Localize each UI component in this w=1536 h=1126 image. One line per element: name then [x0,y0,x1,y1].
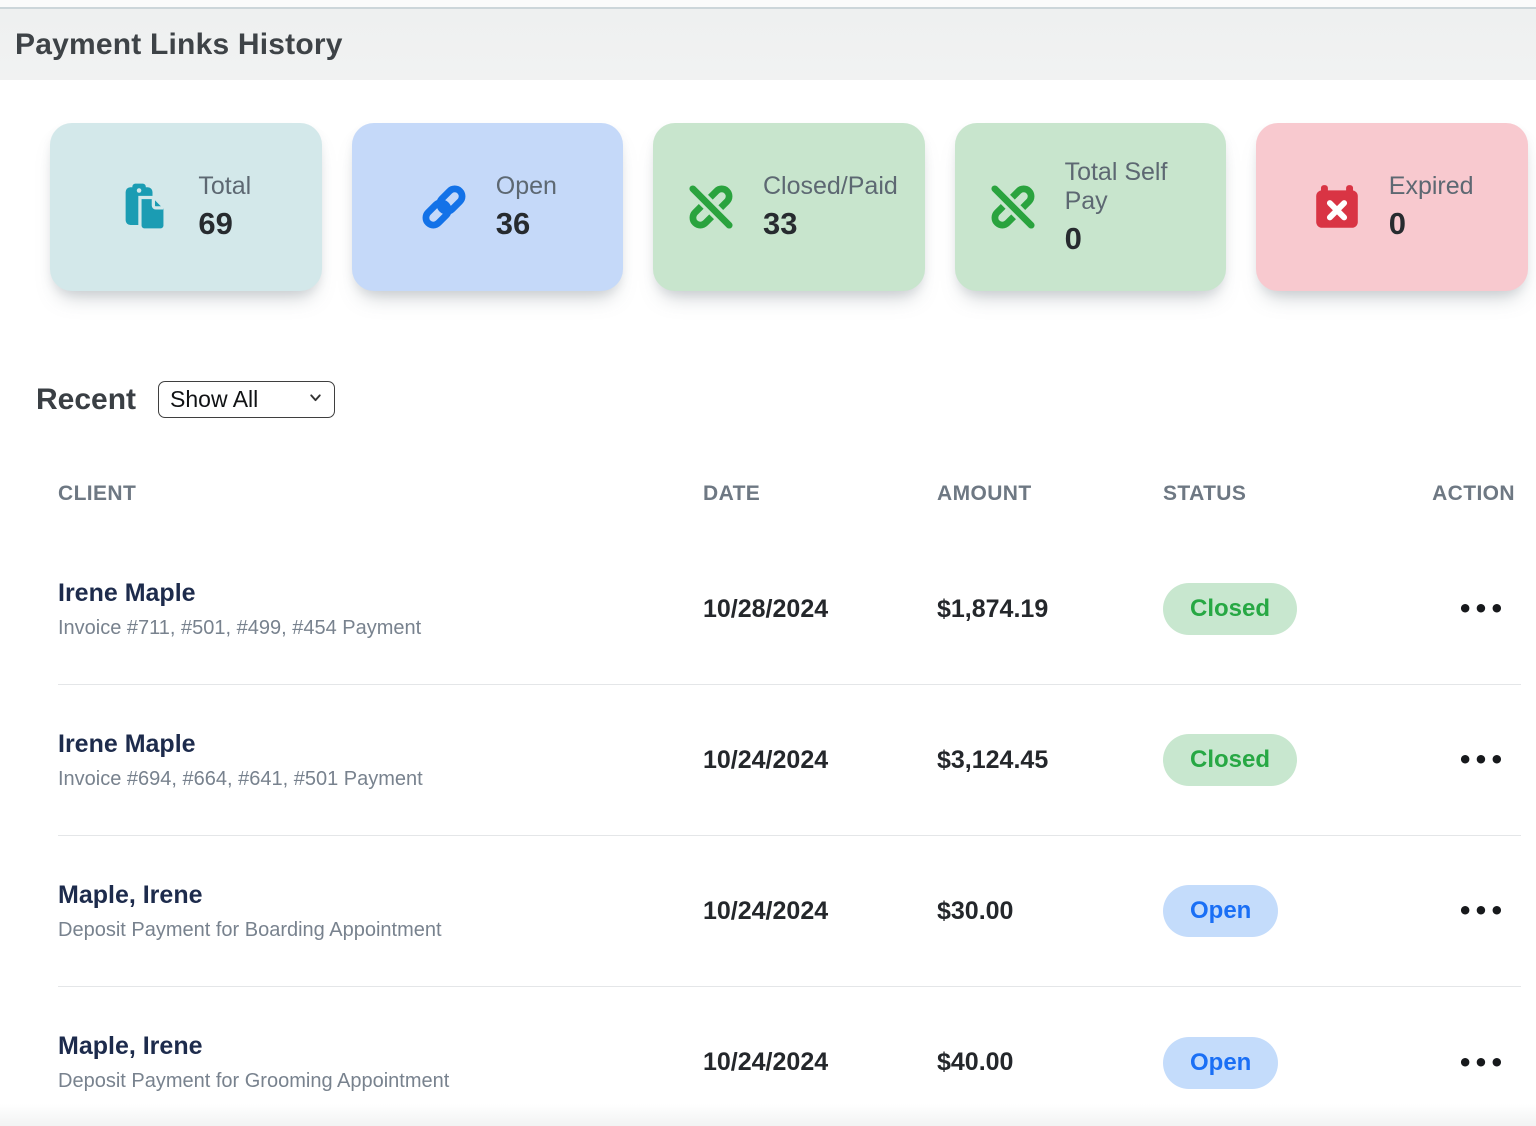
payment-date: 10/24/2024 [703,1048,829,1076]
stat-card-open: Open 36 [351,123,624,291]
payment-links-table: CLIENT DATE AMOUNT STATUS ACTION Irene M… [58,418,1521,1126]
recent-bar: Recent Show All [36,381,1536,418]
payment-amount: $3,124.45 [937,745,1049,774]
chevron-down-icon [307,389,324,411]
column-header-client: CLIENT [58,482,137,505]
page-title: Payment Links History [15,27,343,61]
show-all-select-value: Show All [170,386,259,412]
payment-date: 10/28/2024 [703,594,829,623]
client-name: Irene Maple [58,578,196,607]
stat-value: 0 [1064,220,1082,256]
stat-value: 33 [762,205,798,241]
column-header-amount: AMOUNT [937,482,1032,505]
stat-card-total-self-pay: Total Self Pay 0 [954,123,1227,291]
stat-card-expired: Expired 0 [1256,123,1528,291]
page-header: Payment Links History [0,9,1536,80]
link-slash-icon [685,181,737,233]
table-row: Maple, Irene Deposit Payment for Boardin… [58,836,1521,987]
status-badge: Open [1163,1036,1279,1089]
client-name: Irene Maple [58,729,196,758]
stat-label: Total Self Pay [1064,157,1168,216]
top-strip [0,0,1536,9]
stat-card-closed-paid: Closed/Paid 33 [653,123,925,291]
show-all-select[interactable]: Show All [158,381,336,418]
stat-value: 36 [495,205,531,241]
column-header-status: STATUS [1163,482,1247,505]
status-badge: Closed [1163,734,1298,786]
client-description: Deposit Payment for Boarding Appointment [58,918,442,941]
status-badge: Open [1163,885,1279,937]
link-icon [418,181,470,233]
calendar-x-icon [1311,181,1363,233]
stat-value: 0 [1388,205,1407,241]
stat-label: Closed/Paid [762,172,898,201]
stat-value: 69 [198,205,233,241]
stat-card-total: Total 69 [50,123,322,291]
client-name: Maple, Irene [58,1032,203,1060]
table-row: Maple, Irene Deposit Payment for Groomin… [58,987,1521,1126]
table-row: Irene Maple Invoice #711, #501, #499, #4… [58,534,1521,685]
column-header-action: ACTION [1432,482,1515,505]
payment-amount: $40.00 [937,1048,1014,1076]
payment-date: 10/24/2024 [703,745,829,774]
stat-label: Open [495,172,557,201]
column-header-date: DATE [703,482,761,505]
payment-amount: $30.00 [937,896,1014,925]
table-header-row: CLIENT DATE AMOUNT STATUS ACTION [58,418,1521,534]
recent-title: Recent [36,382,137,416]
client-description: Deposit Payment for Grooming Appointment [58,1070,450,1092]
payment-date: 10/24/2024 [703,896,829,925]
client-description: Invoice #694, #664, #641, #501 Payment [58,767,423,790]
stat-label: Total [198,172,252,201]
client-description: Invoice #711, #501, #499, #454 Payment [58,616,422,639]
row-actions-menu-button[interactable]: ••• [1457,1048,1505,1077]
status-badge: Closed [1163,583,1298,635]
stats-cards: Total 69 Open 36 [50,123,1528,291]
paste-icon [120,181,172,233]
row-actions-menu-button[interactable]: ••• [1457,746,1505,774]
row-actions-menu-button[interactable]: ••• [1457,595,1505,623]
client-name: Maple, Irene [58,880,203,909]
link-slash-icon [987,181,1039,233]
stat-label: Expired [1388,172,1474,201]
row-actions-menu-button[interactable]: ••• [1457,897,1505,925]
table-row: Irene Maple Invoice #694, #664, #641, #5… [58,685,1521,836]
payment-amount: $1,874.19 [937,594,1049,623]
